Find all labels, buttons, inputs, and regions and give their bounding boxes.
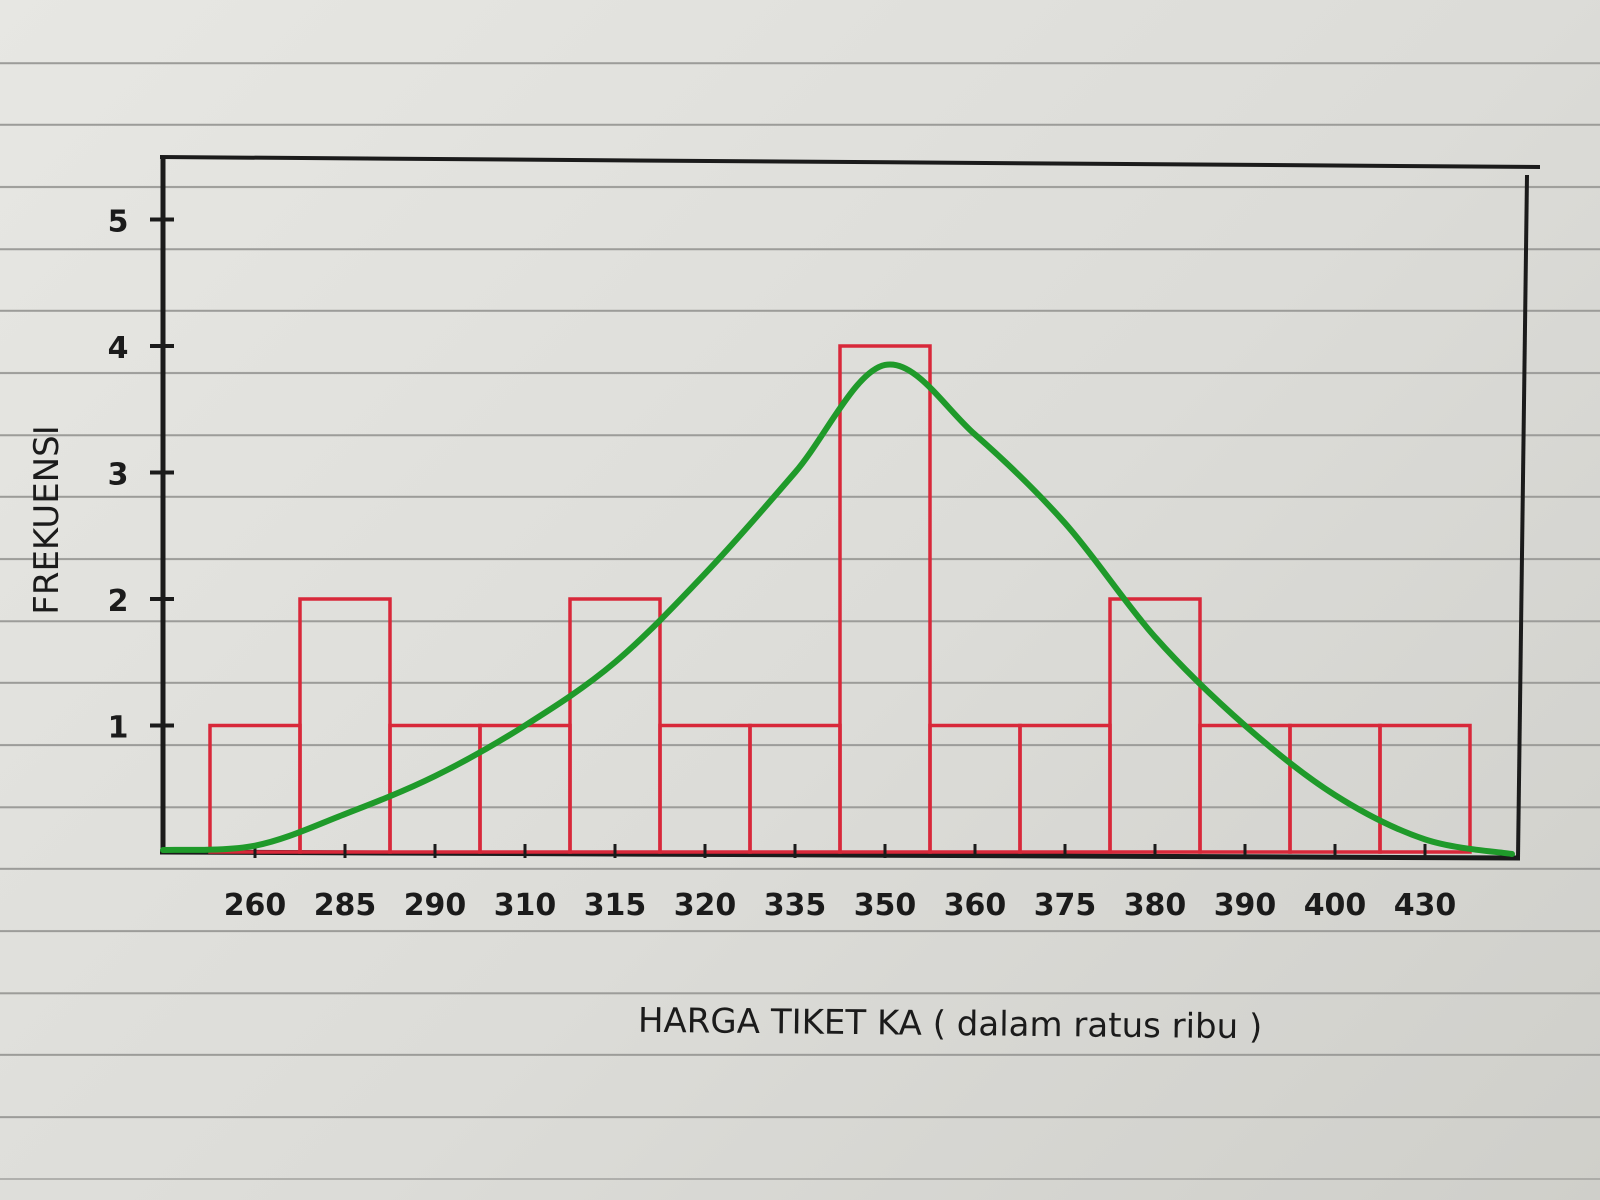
x-tick-label: 310: [494, 888, 557, 923]
x-tick-label: 285: [314, 888, 377, 923]
histogram-bar: [658, 723, 752, 854]
frequency-curve: [160, 361, 1515, 857]
histogram-bar: [928, 723, 1022, 854]
x-tick-label: 315: [584, 888, 647, 923]
y-axis-title: FREKUENSI: [27, 425, 67, 614]
x-tick-label: 260: [224, 888, 287, 923]
x-tick-label: 350: [854, 888, 917, 923]
histogram-bar: [1378, 723, 1472, 854]
y-tick-label: 2: [108, 584, 129, 619]
histogram-bar: [1198, 723, 1292, 854]
x-tick-label: 335: [764, 888, 827, 923]
y-tick-label: 1: [108, 711, 129, 746]
x-tick-label: 375: [1034, 888, 1097, 923]
histogram-bar: [748, 723, 842, 854]
histogram-bar: [838, 344, 932, 854]
x-tick-label: 290: [404, 888, 467, 923]
x-tick-label: 430: [1394, 888, 1457, 923]
histogram-bar: [1018, 723, 1112, 854]
chart-frame: [159, 155, 1541, 861]
histogram-bar: [208, 723, 302, 854]
x-tick-label: 320: [674, 888, 737, 923]
y-tick-label: 4: [108, 331, 129, 366]
x-axis-title: HARGA TIKET KA ( dalam ratus ribu ): [638, 1001, 1263, 1048]
histogram-bar: [1288, 723, 1382, 854]
frame-right: [1516, 174, 1529, 859]
x-tick-label: 390: [1214, 888, 1277, 923]
y-tick-label: 5: [108, 205, 129, 240]
x-tick-label: 380: [1124, 888, 1187, 923]
x-tick-label: 400: [1304, 888, 1367, 923]
frame-top: [159, 155, 1541, 169]
x-tick-label: 360: [944, 888, 1007, 923]
y-tick-label: 3: [108, 458, 129, 493]
